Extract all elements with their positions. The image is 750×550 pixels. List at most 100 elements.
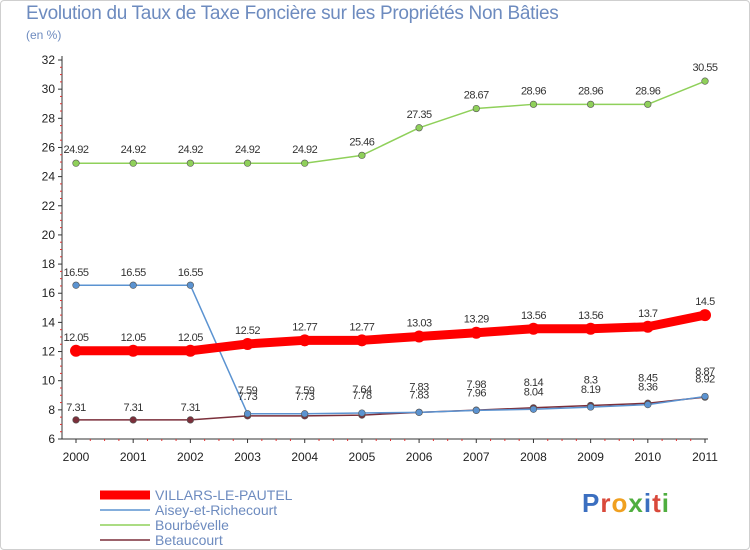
data-label: 16.55	[121, 267, 146, 279]
data-point	[529, 100, 538, 108]
legend-label-VILLARS-LE-PAUTEL: VILLARS-LE-PAUTEL	[155, 487, 293, 503]
data-label: 24.92	[178, 144, 203, 156]
data-point	[587, 100, 595, 108]
data-labels-layer: 12.05 12.05 12.05 12.52 12.77 12.77 13.03 13.29…	[63, 62, 718, 414]
data-point	[72, 159, 80, 167]
data-point	[641, 320, 654, 333]
data-point	[472, 406, 480, 415]
data-label: 24.92	[235, 144, 260, 156]
data-point	[72, 281, 80, 289]
data-point	[413, 330, 426, 343]
data-label: 12.52	[235, 325, 260, 337]
data-label: 12.77	[349, 321, 374, 333]
data-point	[644, 100, 652, 108]
data-label: 7.59	[238, 385, 258, 397]
data-label: 30.55	[692, 62, 717, 74]
data-label: 7.59	[295, 385, 315, 397]
x-tick-label: 2010	[634, 450, 661, 464]
data-label: 27.35	[407, 109, 432, 121]
legend-label-Bourbévelle: Bourbévelle	[155, 517, 229, 533]
legend: VILLARS-LE-PAUTELAisey-et-RichecourtBour…	[100, 487, 293, 548]
data-label: 13.56	[521, 310, 546, 322]
data-label: 7.31	[123, 402, 143, 414]
data-point	[527, 322, 540, 335]
y-tick-label: 20	[42, 228, 56, 242]
logo-letter: x	[628, 488, 644, 518]
logo-letter: i	[643, 488, 653, 518]
y-tick-label: 32	[42, 53, 56, 67]
x-tick-label: 2001	[120, 450, 147, 464]
data-label: 12.05	[178, 332, 203, 344]
data-label: 7.31	[66, 402, 86, 414]
data-label: 13.03	[407, 318, 432, 330]
data-point	[184, 344, 197, 357]
x-tick-label: 2009	[577, 450, 604, 464]
data-label: 7.83	[409, 381, 429, 393]
data-label: 12.77	[292, 321, 317, 333]
data-point	[358, 151, 366, 159]
data-point	[243, 410, 252, 418]
series-line-Aisey-et-Richecourt	[75, 284, 706, 415]
data-label: 24.92	[63, 144, 88, 156]
series-layer	[70, 77, 711, 424]
series-line-Betaucourt	[75, 396, 706, 421]
data-label: 28.96	[635, 85, 660, 97]
data-point	[701, 77, 709, 85]
y-tick-label: 22	[42, 199, 56, 213]
data-point	[186, 159, 194, 167]
data-label: 16.55	[178, 267, 203, 279]
data-label: 8.87	[695, 366, 715, 378]
data-point	[358, 409, 366, 417]
data-point	[587, 403, 595, 411]
data-point	[699, 309, 711, 322]
logo-letter: i	[661, 488, 670, 518]
data-label: 12.05	[63, 332, 88, 344]
data-point	[584, 322, 597, 335]
series-line-Bourbévelle	[75, 80, 706, 164]
chart-axes: 6 8 10 12 14 16 18 20 22 24 26 28 30 32 2000 2001 2002 20…	[42, 53, 719, 464]
x-tick-label: 2008	[520, 450, 547, 464]
data-point	[415, 124, 423, 132]
data-point	[70, 344, 82, 357]
legend-label-Aisey-et-Richecourt: Aisey-et-Richecourt	[155, 502, 277, 518]
data-point	[701, 392, 709, 401]
chart-title: Evolution du Taux de Taxe Foncière sur l…	[26, 3, 559, 24]
data-label: 7.31	[181, 402, 201, 414]
data-label: 8.3	[584, 374, 598, 386]
data-point	[301, 159, 309, 167]
data-point	[644, 400, 652, 409]
data-point	[470, 326, 483, 339]
data-label: 16.55	[63, 267, 88, 279]
y-tick-label: 6	[48, 432, 55, 446]
chart-subtitle: (en %)	[26, 28, 62, 42]
y-tick-label: 28	[42, 111, 56, 125]
data-point	[129, 416, 137, 424]
data-point	[301, 410, 309, 418]
data-point	[186, 281, 194, 289]
data-point	[243, 159, 252, 167]
legend-label-Betaucourt: Betaucourt	[155, 532, 223, 548]
proxiti-logo: Proxiti	[582, 488, 670, 519]
y-tick-label: 12	[42, 345, 56, 359]
y-tick-label: 14	[42, 315, 56, 329]
data-label: 28.96	[578, 85, 603, 97]
x-tick-label: 2011	[692, 450, 718, 464]
data-label: 24.92	[121, 144, 146, 156]
data-label: 7.98	[467, 379, 487, 391]
data-label: 8.14	[524, 377, 544, 389]
data-label: 7.64	[352, 384, 372, 396]
data-label: 8.92	[695, 373, 715, 385]
data-point	[529, 405, 538, 413]
data-point	[415, 408, 423, 416]
x-tick-label: 2007	[463, 450, 490, 464]
data-point	[129, 159, 137, 167]
data-label: 13.7	[638, 308, 658, 320]
data-label: 13.29	[464, 314, 489, 326]
data-label: 8.45	[638, 372, 658, 384]
data-label: 12.05	[121, 332, 146, 344]
x-tick-label: 2002	[177, 450, 204, 464]
data-label: 7.96	[467, 387, 487, 399]
x-tick-label: 2005	[349, 450, 376, 464]
data-label: 7.73	[295, 391, 315, 403]
